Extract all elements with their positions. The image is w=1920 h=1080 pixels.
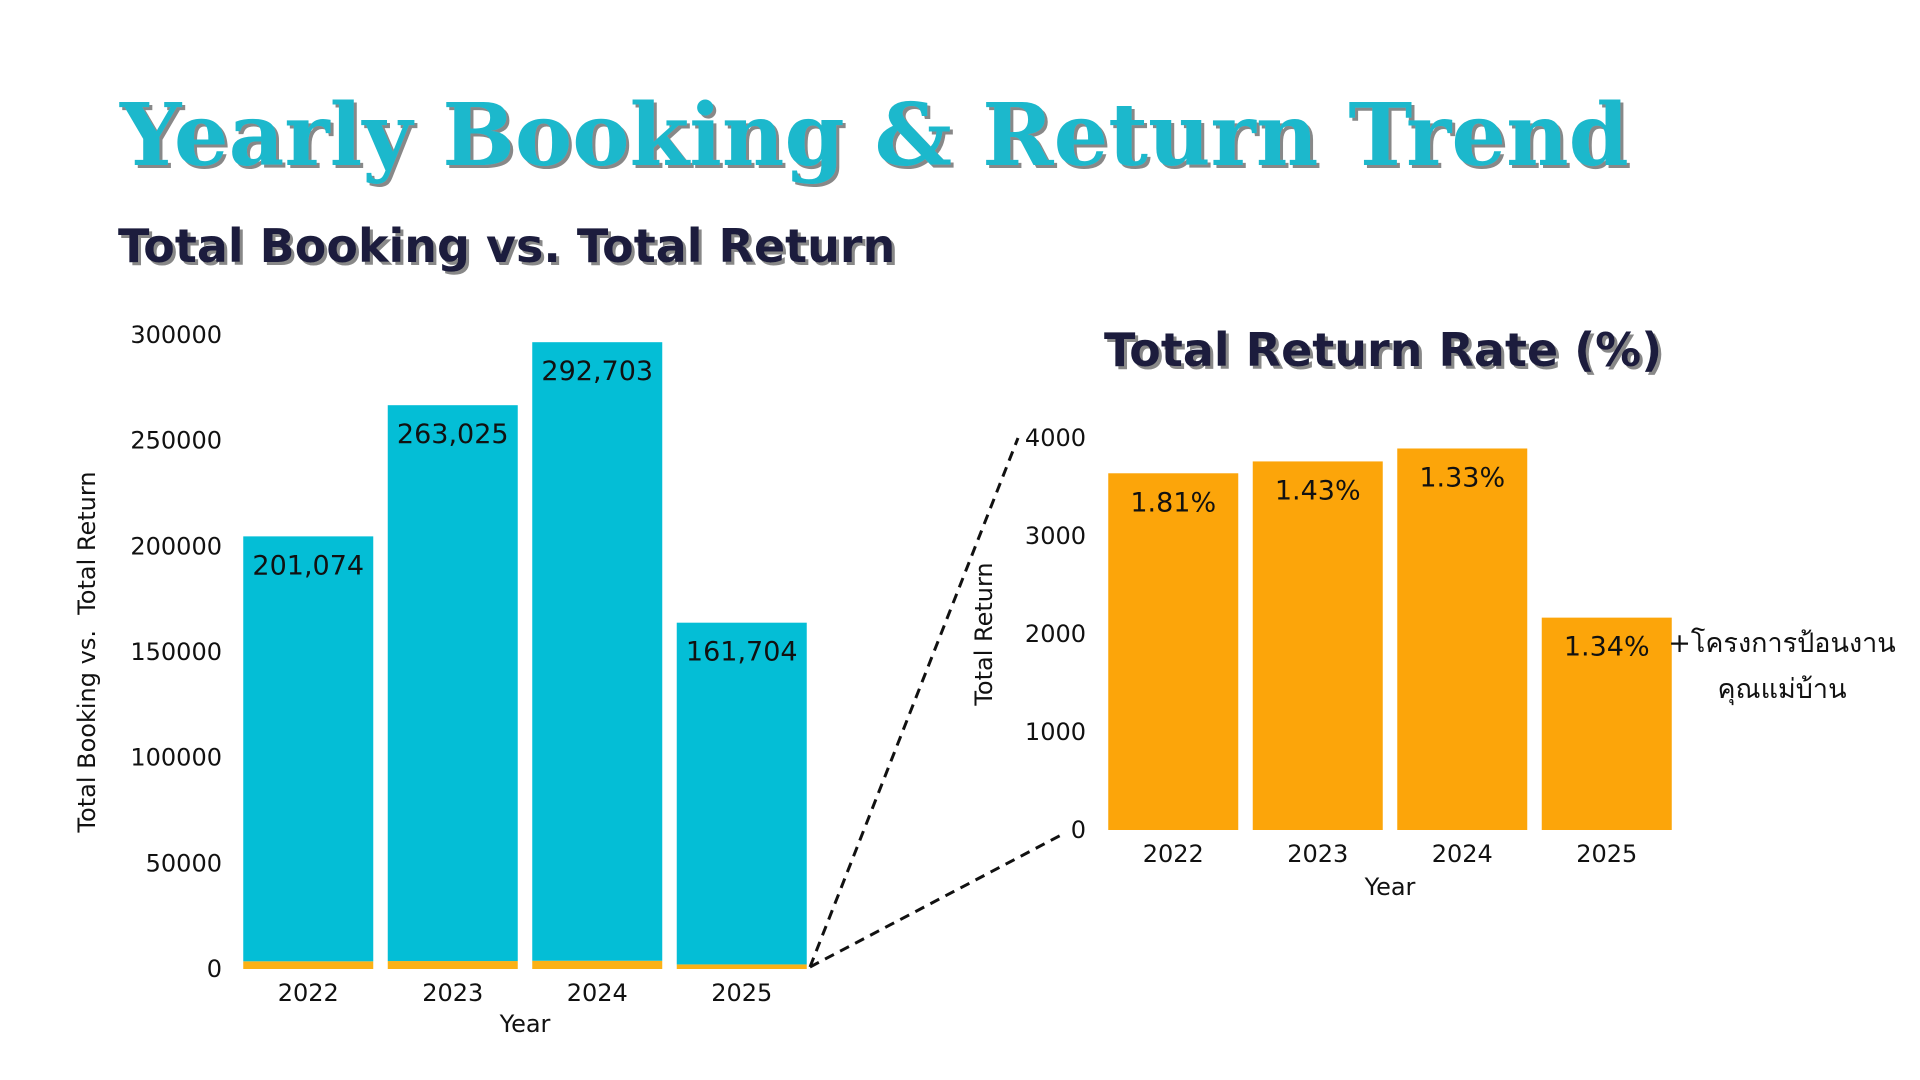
x-tick-label: 2024 (1432, 840, 1493, 868)
annotation: คุณแม่บ้าน (1717, 674, 1846, 706)
x-tick-label: 2023 (422, 979, 483, 1007)
y-tick-label: 100000 (130, 744, 222, 772)
rate-label: 1.43% (1275, 475, 1361, 506)
value-label: 292,703 (541, 356, 653, 387)
y-tick-label: 0 (207, 955, 222, 983)
chart-title: Total Return Rate (%) (1104, 323, 1662, 377)
bar-segment (387, 961, 518, 969)
y-tick-label: 300000 (130, 321, 222, 349)
y-tick-label: 2000 (1025, 620, 1086, 648)
y-tick-label: 1000 (1025, 718, 1086, 746)
x-tick-label: 2022 (278, 979, 339, 1007)
rate-label: 1.34% (1564, 632, 1650, 663)
chart-title: Total Booking vs. Total Return (118, 219, 895, 273)
x-tick-label: 2024 (567, 979, 628, 1007)
bar-segment (387, 405, 518, 962)
annotation: +โครงการป้อนงาน (1668, 628, 1896, 659)
value-label: 263,025 (397, 419, 509, 450)
x-tick-label: 2025 (1576, 840, 1637, 868)
y-tick-label: 50000 (146, 849, 222, 877)
bar-segment (532, 960, 663, 969)
value-label: 161,704 (686, 637, 798, 668)
bar (1397, 448, 1528, 830)
page-title: Yearly Booking & Return Trend (119, 85, 1629, 186)
y-tick-label: 3000 (1025, 522, 1086, 550)
rate-label: 1.33% (1419, 462, 1505, 493)
x-tick-label: 2023 (1287, 840, 1348, 868)
y-tick-label: 200000 (130, 532, 222, 560)
y-axis-label: Total Return (970, 562, 998, 706)
x-axis-label: Year (499, 1010, 551, 1038)
bar-segment (532, 342, 663, 961)
zoom-line (809, 831, 1066, 969)
bar (1108, 473, 1239, 830)
y-tick-label: 4000 (1025, 424, 1086, 452)
value-label: 201,074 (252, 550, 364, 581)
bar-segment (676, 622, 807, 965)
bar-segment (676, 964, 807, 969)
bar (1541, 617, 1672, 830)
bar-segment (243, 961, 374, 969)
x-tick-label: 2022 (1143, 840, 1204, 868)
rate-label: 1.81% (1130, 487, 1216, 518)
x-axis-label: Year (1364, 873, 1416, 901)
y-axis-label: Total Booking vs. Total Return (73, 471, 101, 833)
bar (1252, 461, 1383, 830)
x-tick-label: 2025 (711, 979, 772, 1007)
y-tick-label: 150000 (130, 638, 222, 666)
zoom-line (808, 437, 1020, 968)
y-tick-label: 0 (1071, 816, 1086, 844)
bar-segment (243, 536, 374, 962)
y-tick-label: 250000 (130, 427, 222, 455)
